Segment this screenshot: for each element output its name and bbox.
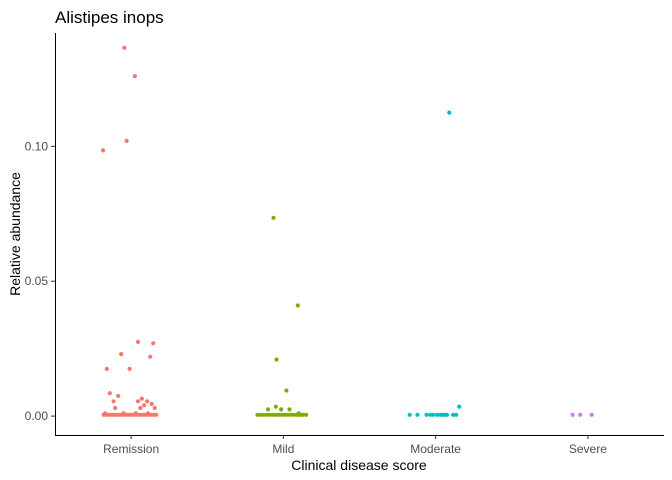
data-point (154, 412, 159, 417)
data-point (261, 412, 266, 417)
data-point (258, 412, 263, 417)
data-point (435, 412, 440, 417)
data-point (132, 74, 137, 79)
data-point (271, 215, 276, 220)
data-point (135, 399, 141, 404)
data-point (148, 354, 153, 359)
data-point (267, 412, 272, 417)
data-point (152, 405, 157, 411)
plot-area: 0.00 0.05 0.10 Remission Mild Moderate Severe (25, 33, 664, 456)
data-point (284, 388, 289, 393)
data-point (570, 412, 575, 417)
data-point (264, 412, 269, 417)
data-point (578, 412, 583, 417)
data-point (149, 401, 154, 407)
data-point (127, 366, 132, 371)
data-point (287, 407, 292, 412)
data-point (428, 412, 433, 417)
chart-title: Alistipes inops (55, 8, 164, 27)
data-point (291, 412, 297, 417)
data-point (107, 391, 112, 396)
data-point (274, 357, 279, 362)
series-mild (255, 215, 309, 417)
data-point (122, 45, 127, 50)
data-point (270, 412, 275, 417)
data-point (457, 404, 462, 409)
data-point (298, 412, 303, 417)
data-point (444, 412, 450, 417)
data-points (100, 45, 594, 417)
y-axis-ticks: 0.00 0.05 0.10 (25, 139, 55, 423)
series-severe (570, 412, 594, 417)
data-point (119, 352, 124, 357)
data-point (100, 148, 106, 153)
y-axis-title: Relative abundance (7, 172, 23, 296)
data-point (104, 366, 109, 371)
data-point (451, 412, 456, 417)
data-point (295, 303, 300, 308)
data-point (304, 412, 309, 417)
x-axis-title: Clinical disease score (291, 457, 427, 473)
data-point (276, 412, 281, 417)
data-point (111, 399, 116, 404)
data-point (133, 411, 138, 416)
data-point (139, 396, 144, 401)
data-point (121, 411, 126, 416)
data-point (151, 341, 156, 346)
data-point (266, 407, 271, 412)
y-tick-label: 0.05 (25, 274, 49, 288)
data-point (103, 411, 108, 416)
y-tick-label: 0.10 (25, 139, 49, 153)
data-point (255, 412, 260, 417)
data-point (145, 411, 150, 416)
data-point (116, 393, 121, 398)
data-point (407, 412, 412, 417)
data-point (285, 412, 290, 417)
data-point (135, 339, 141, 344)
data-point (589, 412, 594, 417)
data-point (282, 412, 287, 417)
series-moderate (407, 110, 462, 417)
data-point (138, 405, 143, 411)
data-point (142, 403, 147, 408)
data-point (447, 110, 452, 115)
data-point (424, 412, 429, 417)
data-point (288, 412, 294, 417)
data-point (279, 407, 284, 412)
data-point (273, 404, 278, 409)
x-axis-ticks: Remission Mild Moderate Severe (103, 435, 607, 456)
data-point (279, 412, 284, 417)
x-tick-label: Remission (103, 442, 159, 456)
data-point (113, 405, 118, 411)
data-point (273, 412, 278, 417)
y-tick-label: 0.00 (25, 409, 49, 423)
data-point (454, 412, 459, 417)
series-remission (100, 45, 159, 417)
data-point (431, 412, 436, 417)
x-tick-label: Mild (272, 442, 294, 456)
data-point (124, 138, 129, 143)
data-point (145, 399, 150, 404)
x-tick-label: Moderate (410, 442, 461, 456)
x-tick-label: Severe (569, 442, 607, 456)
data-point (415, 412, 420, 417)
